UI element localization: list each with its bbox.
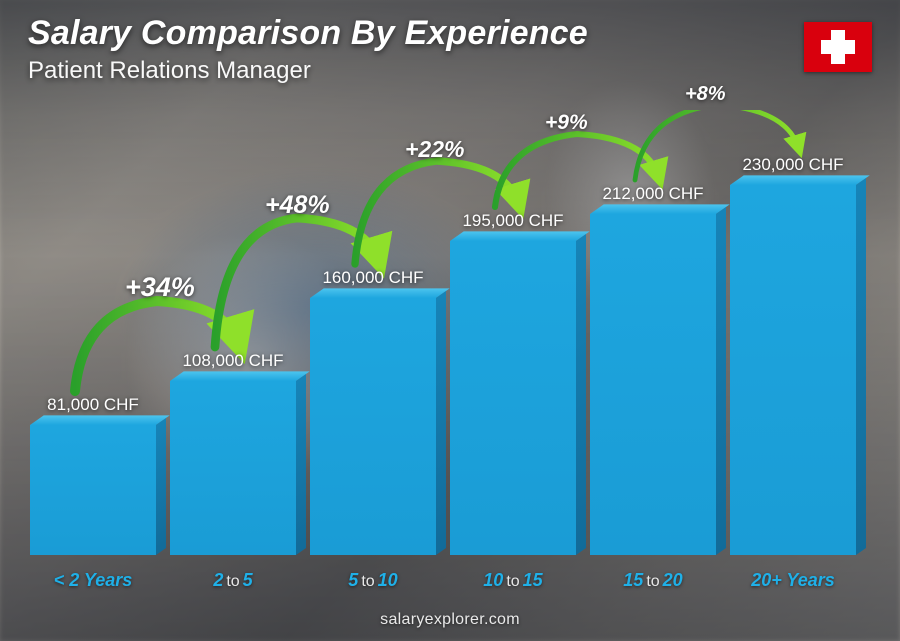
x-label-1: 2to5 <box>170 570 296 591</box>
bar-body <box>450 241 576 555</box>
title-block: Salary Comparison By Experience Patient … <box>28 14 588 85</box>
bar-side-face <box>576 234 586 555</box>
bar-front-face <box>590 214 716 555</box>
bar-front-face <box>450 241 576 555</box>
bar-front-face <box>310 298 436 555</box>
bar-value-label: 81,000 CHF <box>47 395 139 415</box>
bar-body <box>310 298 436 555</box>
bar-front-face <box>730 185 856 555</box>
bar-3: 195,000 CHF <box>450 211 576 555</box>
bar-side-face <box>856 178 866 555</box>
infographic-root: Salary Comparison By Experience Patient … <box>0 0 900 641</box>
bar-1: 108,000 CHF <box>170 351 296 555</box>
pct-label-4: +9% <box>545 111 588 135</box>
bar-body <box>590 214 716 555</box>
bar-value-label: 195,000 CHF <box>462 211 563 231</box>
x-label-4: 15to20 <box>590 570 716 591</box>
bar-body <box>730 185 856 555</box>
bars-container: 81,000 CHF 108,000 CHF 160,000 CHF 195,000 … <box>30 110 856 555</box>
x-label-2: 5to10 <box>310 570 436 591</box>
switzerland-flag-icon <box>804 22 872 72</box>
bar-chart: 81,000 CHF 108,000 CHF 160,000 CHF 195,000 … <box>30 110 856 585</box>
x-label-0: < 2 Years <box>30 570 156 591</box>
bar-front-face <box>170 381 296 555</box>
bar-value-label: 212,000 CHF <box>602 184 703 204</box>
bar-value-label: 230,000 CHF <box>742 155 843 175</box>
bar-2: 160,000 CHF <box>310 268 436 555</box>
bar-body <box>170 381 296 555</box>
bar-value-label: 108,000 CHF <box>182 351 283 371</box>
bar-top-face <box>170 371 310 381</box>
bar-top-face <box>30 415 170 425</box>
bar-side-face <box>436 291 446 555</box>
bar-body <box>30 425 156 555</box>
bar-front-face <box>30 425 156 555</box>
pct-label-2: +48% <box>265 191 330 220</box>
bar-top-face <box>450 231 590 241</box>
flag-cross-horizontal <box>821 40 855 54</box>
x-label-3: 10to15 <box>450 570 576 591</box>
bar-0: 81,000 CHF <box>30 395 156 555</box>
footer-credit: salaryexplorer.com <box>0 611 900 629</box>
bar-top-face <box>590 204 730 214</box>
pct-label-5: +8% <box>685 83 726 106</box>
bar-4: 212,000 CHF <box>590 184 716 555</box>
bar-side-face <box>296 374 306 555</box>
x-label-5: 20+ Years <box>730 570 856 591</box>
pct-label-1: +34% <box>125 272 195 303</box>
bar-value-label: 160,000 CHF <box>322 268 423 288</box>
bar-side-face <box>156 418 166 555</box>
page-subtitle: Patient Relations Manager <box>28 57 588 85</box>
bar-5: 230,000 CHF <box>730 155 856 555</box>
page-title: Salary Comparison By Experience <box>28 14 588 53</box>
x-axis-labels: < 2 Years 2to5 5to10 10to15 15to20 20+ Years <box>30 570 856 591</box>
pct-label-3: +22% <box>405 136 464 163</box>
bar-side-face <box>716 207 726 555</box>
bar-top-face <box>730 175 870 185</box>
bar-top-face <box>310 288 450 298</box>
